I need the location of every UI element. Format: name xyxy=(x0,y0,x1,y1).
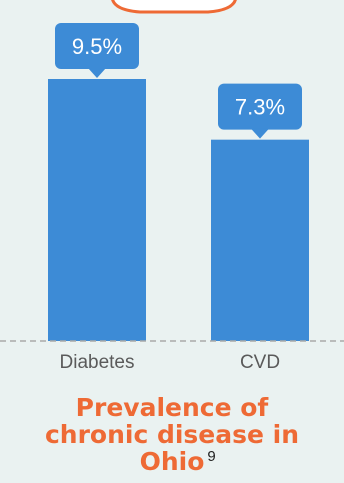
callout-pointer xyxy=(251,128,269,139)
title-footnote-marker: 9 xyxy=(207,448,215,465)
chart-title-line-3: Ohio xyxy=(140,447,205,476)
callout-pointer xyxy=(88,68,106,78)
decorative-ring xyxy=(111,0,237,14)
category-label-diabetes: Diabetes xyxy=(60,352,135,373)
data-label-diabetes: 9.5% xyxy=(72,34,122,59)
bars-layer: 9.5% 7.3% xyxy=(48,23,309,341)
category-label-cvd: CVD xyxy=(240,352,280,373)
data-label-cvd: 7.3% xyxy=(235,95,285,120)
category-labels: Diabetes CVD xyxy=(60,352,281,373)
chart-title-line-2: chronic disease in xyxy=(45,420,299,449)
chart-title-line-1: Prevalence of xyxy=(76,393,270,422)
value-callout-diabetes xyxy=(55,23,139,69)
bar-diabetes xyxy=(48,79,146,341)
value-callout-cvd xyxy=(218,83,302,130)
bar-cvd xyxy=(211,139,309,341)
